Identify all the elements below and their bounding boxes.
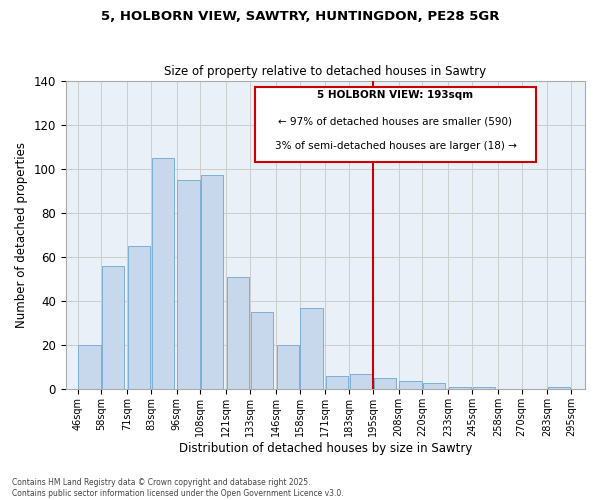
Text: Contains HM Land Registry data © Crown copyright and database right 2025.
Contai: Contains HM Land Registry data © Crown c… xyxy=(12,478,344,498)
X-axis label: Distribution of detached houses by size in Sawtry: Distribution of detached houses by size … xyxy=(179,442,472,455)
Bar xyxy=(251,312,273,390)
Bar xyxy=(400,380,422,390)
Text: 3% of semi-detached houses are larger (18) →: 3% of semi-detached houses are larger (1… xyxy=(275,141,517,151)
Bar xyxy=(449,387,471,390)
Bar xyxy=(548,387,571,390)
Y-axis label: Number of detached properties: Number of detached properties xyxy=(15,142,28,328)
Bar xyxy=(102,266,124,390)
Text: 5 HOLBORN VIEW: 193sqm: 5 HOLBORN VIEW: 193sqm xyxy=(317,90,473,100)
Bar xyxy=(277,346,299,390)
Bar xyxy=(128,246,150,390)
FancyBboxPatch shape xyxy=(255,86,536,162)
Title: Size of property relative to detached houses in Sawtry: Size of property relative to detached ho… xyxy=(164,65,487,78)
Bar xyxy=(152,158,174,390)
Bar xyxy=(326,376,349,390)
Bar xyxy=(79,346,101,390)
Bar xyxy=(350,374,372,390)
Bar xyxy=(473,387,495,390)
Bar xyxy=(301,308,323,390)
Text: 5, HOLBORN VIEW, SAWTRY, HUNTINGDON, PE28 5GR: 5, HOLBORN VIEW, SAWTRY, HUNTINGDON, PE2… xyxy=(101,10,499,23)
Bar xyxy=(227,277,249,390)
Bar xyxy=(374,378,396,390)
Bar xyxy=(423,383,445,390)
Bar xyxy=(201,176,223,390)
Text: ← 97% of detached houses are smaller (590): ← 97% of detached houses are smaller (59… xyxy=(278,116,512,126)
Bar xyxy=(178,180,200,390)
